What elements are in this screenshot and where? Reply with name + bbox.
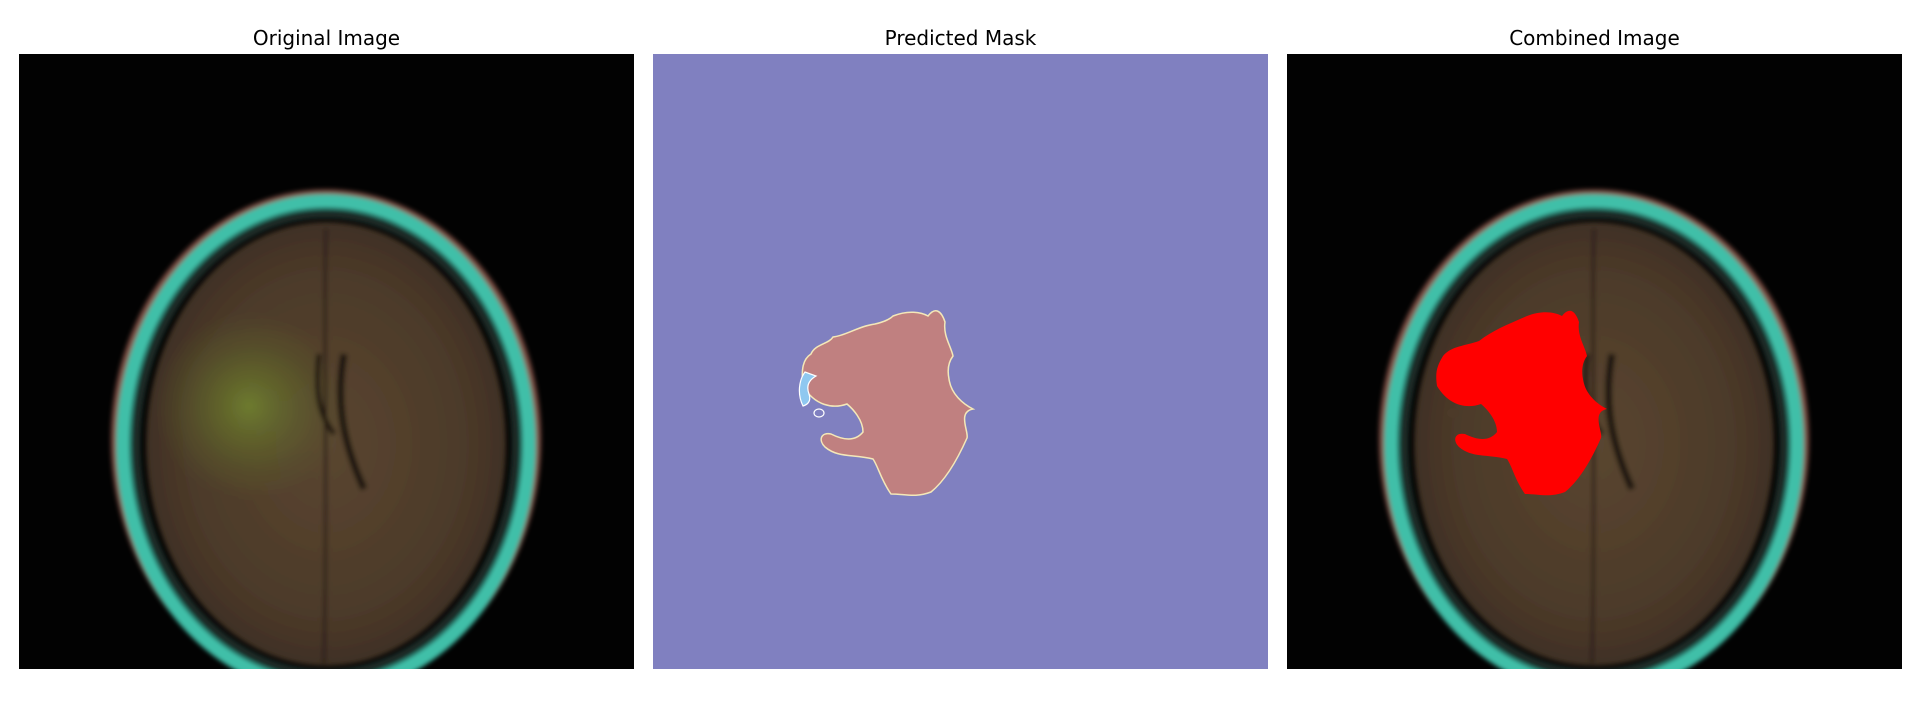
tumor-overlay: [1436, 310, 1607, 496]
mask-region: [801, 310, 976, 497]
mask-hole: [813, 408, 825, 418]
brain-mri-image: [19, 54, 634, 669]
mask-edge-artifact: [798, 371, 818, 407]
original-image-title: Original Image: [252, 26, 401, 50]
combined-image-panel: [1287, 54, 1902, 669]
combined-overlay-image: [1287, 54, 1902, 669]
overlay-hole: [1447, 408, 1459, 418]
predicted-mask-panel: [653, 54, 1268, 669]
predicted-mask-image: [653, 54, 1268, 669]
combined-image-title: Combined Image: [1509, 26, 1680, 50]
predicted-mask-title: Predicted Mask: [884, 26, 1037, 50]
original-image-panel: [19, 54, 634, 669]
